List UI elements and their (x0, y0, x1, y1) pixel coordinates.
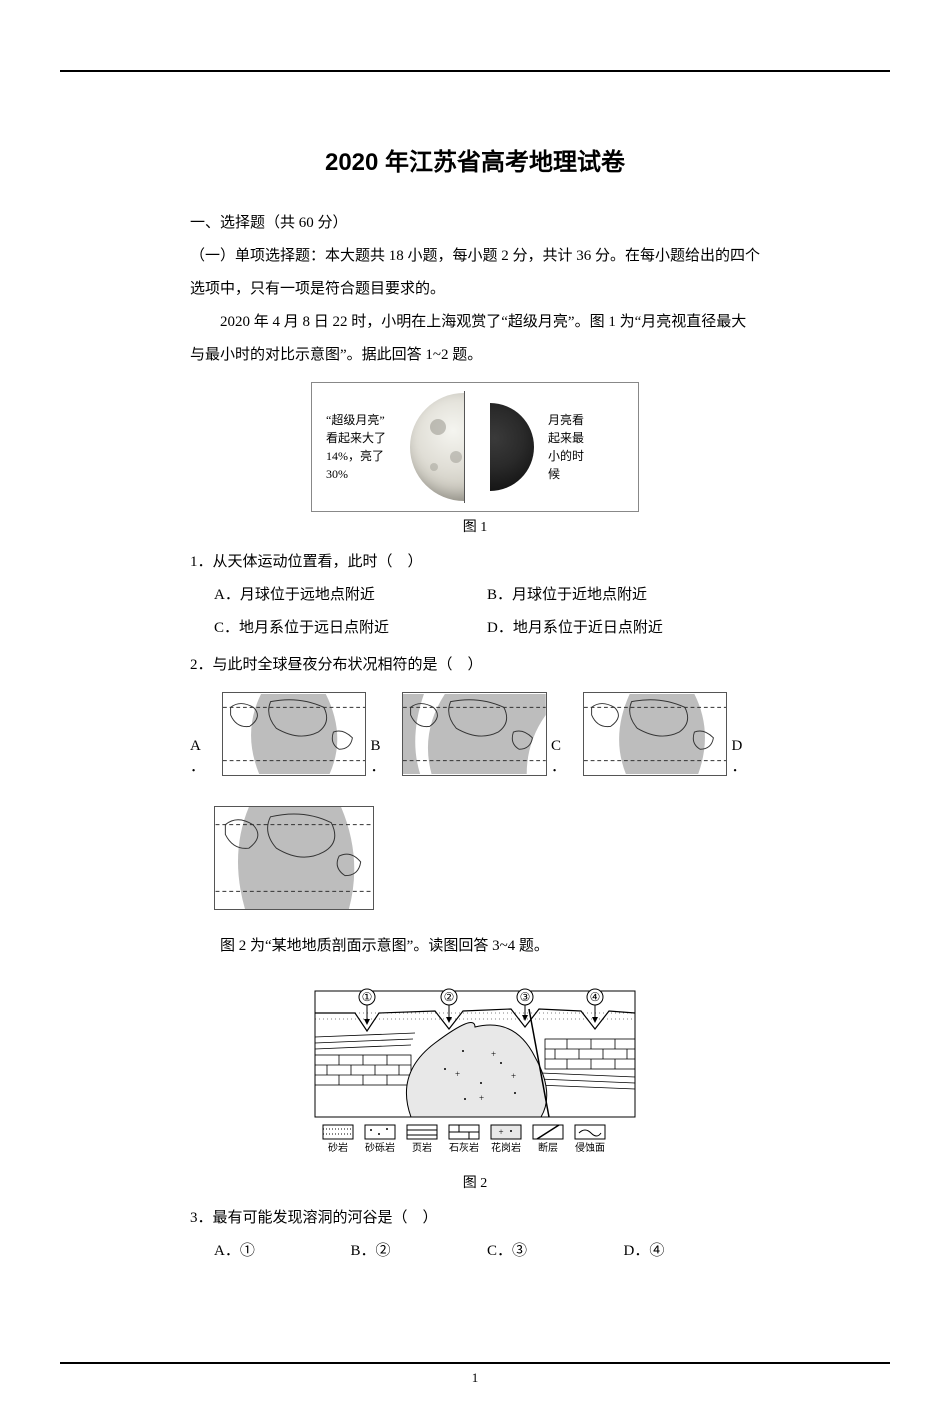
q2-label-b: B ． (370, 738, 398, 776)
moon-comparison (410, 393, 540, 501)
fig2-caption: 图 2 (190, 1172, 760, 1192)
svg-text:+: + (511, 1071, 516, 1081)
figure-2: + + + + ① ② ③ ④ (190, 973, 760, 1192)
legend-granite: 花岗岩 (491, 1141, 521, 1154)
legend-unconformity: 侵蚀面 (575, 1141, 605, 1154)
q2-label-a: A ． (190, 738, 218, 776)
svg-text:+: + (491, 1049, 496, 1059)
svg-text:+: + (498, 1127, 503, 1137)
q1-opt-c: C．地月系位于远日点附近 (214, 612, 487, 645)
svg-text:+: + (479, 1093, 484, 1103)
q1-opt-a: A．月球位于远地点附近 (214, 579, 487, 612)
legend-limestone: 石灰岩 (449, 1141, 479, 1154)
q1-opt-b: B．月球位于近地点附近 (487, 579, 760, 612)
q3-opt-a: A．① (214, 1235, 351, 1268)
exam-title: 2020 年江苏省高考地理试卷 (190, 142, 760, 177)
q2-map-c (583, 692, 728, 776)
fig1-left-label: “超级月亮” 看起来大了 14%，亮了 30% (326, 411, 402, 483)
fig1-left-l1: “超级月亮” (326, 411, 402, 429)
q3-stem: 3．最有可能发现溶洞的河谷是（ ） (190, 1202, 760, 1235)
q1-stem: 1．从天体运动位置看，此时（ ） (190, 546, 760, 579)
marker-1: ① (362, 990, 373, 1004)
figure-1: “超级月亮” 看起来大了 14%，亮了 30% 月亮看 起来最 小的时 候 图 … (190, 382, 760, 536)
legend-conglomerate: 砂砾岩 (365, 1141, 395, 1154)
q1-options: A．月球位于远地点附近 B．月球位于近地点附近 C．地月系位于远日点附近 D．地… (190, 579, 760, 645)
passage-2: 图 2 为“某地地质剖面示意图”。读图回答 3~4 题。 (190, 930, 760, 963)
q3-opt-c: C．③ (487, 1235, 624, 1268)
legend-sandstone: 砂岩 (328, 1141, 348, 1154)
q2-map-a (222, 692, 367, 776)
q3-opt-b: B．② (351, 1235, 488, 1268)
page-footer: 1 (60, 1362, 890, 1386)
fig1-right-l1: 月亮看 (548, 411, 624, 429)
fig1-left-l3: 14%，亮了 (326, 447, 402, 465)
marker-3: ③ (520, 990, 531, 1004)
passage-1: 2020 年 4 月 8 日 22 时，小明在上海观赏了“超级月亮”。图 1 为… (190, 306, 760, 372)
q2-label-c: C ． (551, 738, 579, 776)
fig1-left-l2: 看起来大了 (326, 429, 402, 447)
legend-shale: 页岩 (412, 1141, 432, 1154)
marker-4: ④ (590, 990, 601, 1004)
fig1-right-l2: 起来最 (548, 429, 624, 447)
section-instructions: （一）单项选择题：本大题共 18 小题，每小题 2 分，共计 36 分。在每小题… (190, 240, 760, 306)
q2-label-d: D ． (731, 738, 760, 776)
cross-section-svg: + + + + ① ② ③ ④ (305, 973, 645, 1163)
fig1-right-label: 月亮看 起来最 小的时 候 (548, 411, 624, 483)
fig1-left-l4: 30% (326, 465, 402, 483)
q2-stem: 2．与此时全球昼夜分布状况相符的是（ ） (190, 649, 760, 682)
q2-map-d (214, 806, 374, 910)
q3-options: A．① B．② C．③ D．④ (190, 1235, 760, 1268)
q3-opt-d: D．④ (624, 1235, 761, 1268)
svg-text:+: + (455, 1069, 460, 1079)
page-number: 1 (472, 1370, 479, 1385)
section-heading: 一、选择题（共 60 分） (190, 207, 760, 240)
legend-fault: 断层 (538, 1141, 558, 1154)
fig1-caption: 图 1 (190, 516, 760, 536)
q2-options: A ． B ． C ． (190, 692, 760, 776)
fig1-right-l3: 小的时 (548, 447, 624, 465)
fig1-right-l4: 候 (548, 465, 624, 483)
q2-map-b (402, 692, 547, 776)
q2-map-d-wrap (190, 806, 760, 910)
moon-divider (464, 391, 465, 503)
q1-opt-d: D．地月系位于近日点附近 (487, 612, 760, 645)
marker-2: ② (444, 990, 455, 1004)
